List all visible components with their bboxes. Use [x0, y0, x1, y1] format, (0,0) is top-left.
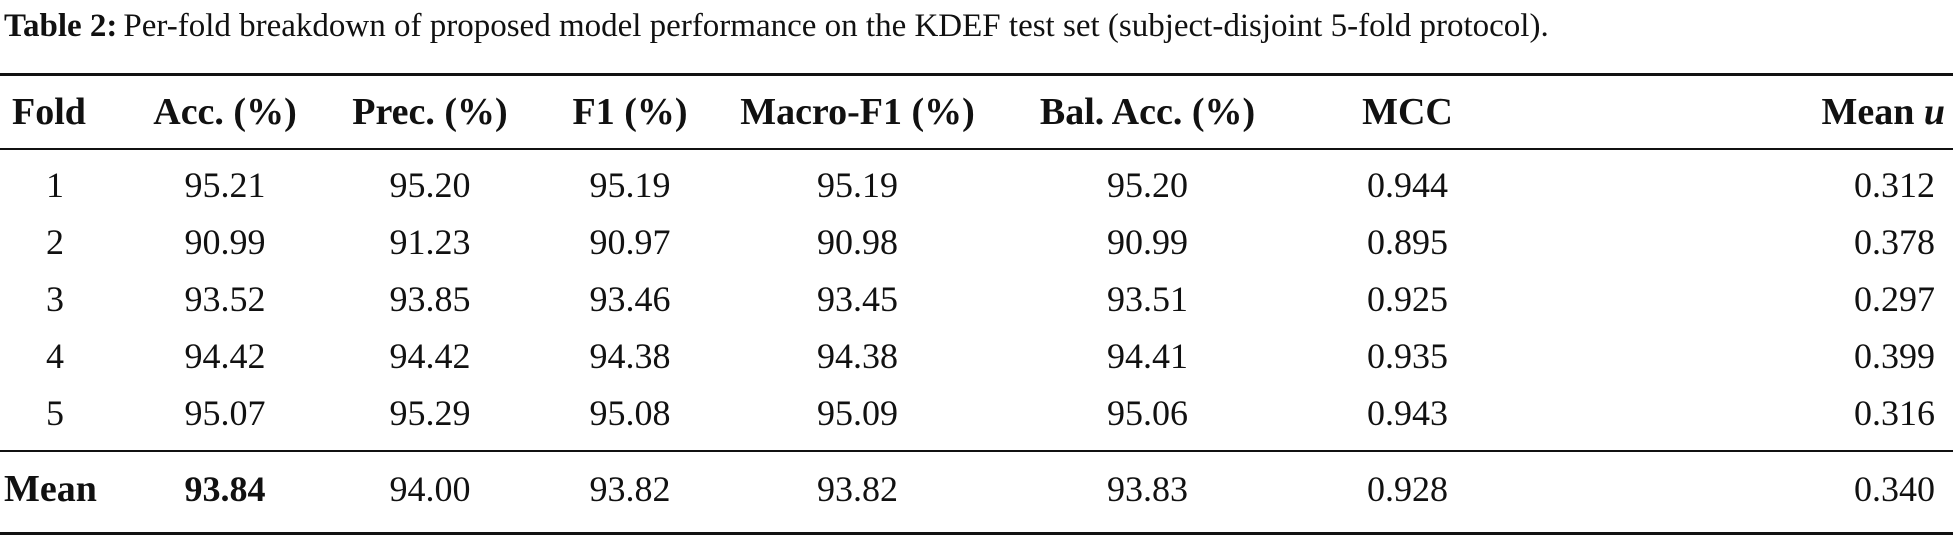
- cell-macro-f1: 94.38: [817, 335, 898, 376]
- header-mean-u: Mean u: [1520, 76, 1953, 148]
- cell-f1: 95.08: [589, 392, 671, 433]
- cell-f1: 93.46: [589, 278, 671, 319]
- table-row: 2 90.99 91.23 90.97 90.98 90.99 0.895 0.…: [0, 213, 1953, 270]
- cell-f1: 94.38: [589, 335, 671, 376]
- table-row: 3 93.52 93.85 93.46 93.45 93.51 0.925 0.…: [0, 270, 1953, 327]
- summary-bal-acc: 93.83: [1107, 469, 1188, 509]
- summary-f1: 93.82: [589, 469, 671, 509]
- cell-prec: 93.85: [389, 278, 471, 319]
- header-mcc: MCC: [1362, 91, 1453, 133]
- header-bal-acc: Bal. Acc. (%): [1039, 91, 1256, 133]
- header-mean-u-prefix: Mean: [1821, 91, 1915, 133]
- caption-text: Per-fold breakdown of proposed model per…: [123, 8, 1549, 44]
- summary-rule: [0, 450, 1953, 452]
- cell-mcc: 0.944: [1367, 164, 1448, 205]
- header-row: Fold Acc. (%) Prec. (%) F1 (%) Macro-F1 …: [0, 76, 1953, 148]
- cell-mean-u: 0.316: [1854, 392, 1935, 433]
- cell-bal-acc: 95.20: [1107, 164, 1188, 205]
- caption-label: Table 2:: [4, 8, 118, 44]
- cell-f1: 95.19: [589, 164, 671, 205]
- results-table: Fold Acc. (%) Prec. (%) F1 (%) Macro-F1 …: [0, 76, 1953, 529]
- summary-prec: 94.00: [389, 469, 471, 509]
- cell-acc: 95.07: [184, 392, 266, 433]
- cell-prec: 95.20: [389, 164, 471, 205]
- cell-mean-u: 0.312: [1854, 164, 1935, 205]
- top-rule: [0, 73, 1953, 76]
- cell-mean-u: 0.297: [1854, 278, 1935, 319]
- cell-acc: 90.99: [184, 221, 266, 262]
- table-caption: Table 2: Per-fold breakdown of proposed m…: [4, 4, 1949, 48]
- header-prec: Prec. (%): [352, 91, 508, 133]
- cell-mcc: 0.935: [1367, 335, 1448, 376]
- bottom-rule: [0, 532, 1953, 535]
- table-row: 5 95.07 95.29 95.08 95.09 95.06 0.943 0.…: [0, 384, 1953, 449]
- cell-fold: 4: [46, 335, 64, 376]
- cell-prec: 91.23: [389, 221, 471, 262]
- table-row: 1 95.21 95.20 95.19 95.19 95.20 0.944 0.…: [0, 148, 1953, 213]
- header-fold: Fold: [12, 91, 86, 133]
- cell-bal-acc: 95.06: [1107, 392, 1188, 433]
- cell-bal-acc: 93.51: [1107, 278, 1188, 319]
- cell-prec: 95.29: [389, 392, 471, 433]
- cell-mean-u: 0.378: [1854, 221, 1935, 262]
- header-mean-u-symbol: u: [1923, 91, 1945, 133]
- summary-acc: 93.84: [184, 469, 266, 509]
- table-row: 4 94.42 94.42 94.38 94.38 94.41 0.935 0.…: [0, 327, 1953, 384]
- summary-label: Mean: [4, 468, 97, 510]
- cell-fold: 5: [46, 392, 64, 433]
- header-acc: Acc. (%): [153, 91, 297, 133]
- cell-macro-f1: 93.45: [817, 278, 898, 319]
- cell-acc: 94.42: [184, 335, 266, 376]
- cell-macro-f1: 90.98: [817, 221, 898, 262]
- cell-f1: 90.97: [589, 221, 671, 262]
- summary-row: Mean 93.84 94.00 93.82 93.82 93.83 0.928…: [0, 449, 1953, 529]
- cell-prec: 94.42: [389, 335, 471, 376]
- summary-mean-u: 0.340: [1854, 469, 1935, 509]
- cell-acc: 93.52: [184, 278, 266, 319]
- cell-acc: 95.21: [184, 164, 266, 205]
- header-macro-f1: Macro-F1 (%): [740, 91, 975, 133]
- cell-fold: 1: [46, 164, 64, 205]
- cell-mcc: 0.943: [1367, 392, 1448, 433]
- cell-mcc: 0.895: [1367, 221, 1448, 262]
- header-rule: [0, 148, 1953, 150]
- cell-macro-f1: 95.19: [817, 164, 898, 205]
- cell-mean-u: 0.399: [1854, 335, 1935, 376]
- cell-bal-acc: 90.99: [1107, 221, 1188, 262]
- header-f1: F1 (%): [572, 91, 688, 133]
- summary-macro-f1: 93.82: [817, 469, 898, 509]
- cell-fold: 2: [46, 221, 64, 262]
- cell-macro-f1: 95.09: [817, 392, 898, 433]
- cell-mcc: 0.925: [1367, 278, 1448, 319]
- summary-mcc: 0.928: [1367, 469, 1448, 509]
- cell-bal-acc: 94.41: [1107, 335, 1188, 376]
- cell-fold: 3: [46, 278, 64, 319]
